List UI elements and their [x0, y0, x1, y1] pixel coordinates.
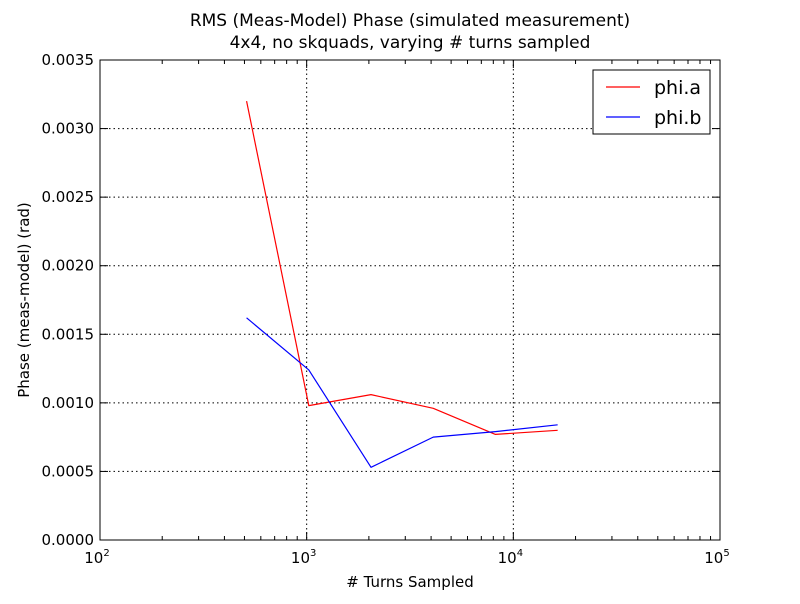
- y-tick-label: 0.0035: [42, 51, 95, 69]
- y-tick-label: 0.0015: [42, 325, 95, 343]
- y-tick-label: 0.0030: [42, 120, 95, 138]
- y-tick-label: 0.0020: [42, 257, 95, 275]
- legend: phi.a phi.b: [592, 69, 711, 135]
- x-tick-label: 104: [498, 548, 523, 567]
- y-tick-label: 0.0025: [42, 188, 95, 206]
- chart-title: RMS (Meas-Model) Phase (simulated measur…: [190, 11, 630, 31]
- series-line-phi-b: [246, 317, 558, 468]
- legend-label: phi.b: [654, 107, 701, 129]
- legend-box: [592, 69, 711, 135]
- chart-subtitle: 4x4, no skquads, varying # turns sampled: [230, 33, 591, 53]
- y-tick-label: 0.0000: [42, 531, 95, 549]
- legend-label: phi.a: [654, 77, 701, 99]
- x-tick-label: 102: [84, 548, 109, 567]
- series-line-phi-a: [245, 101, 558, 435]
- y-tick-label: 0.0010: [42, 394, 95, 412]
- x-axis-label: # Turns Sampled: [346, 573, 474, 591]
- plot-frame: [99, 59, 721, 541]
- x-tick-label: 103: [291, 548, 316, 567]
- plot-area: 0.0000 0.0005 0.0010 0.0015 0.0020 0.0025 0.00…: [42, 51, 730, 567]
- y-axis-label: Phase (meas-model) (rad): [15, 202, 33, 398]
- x-tick-label: 105: [704, 548, 729, 567]
- y-tick-label: 0.0005: [42, 462, 95, 480]
